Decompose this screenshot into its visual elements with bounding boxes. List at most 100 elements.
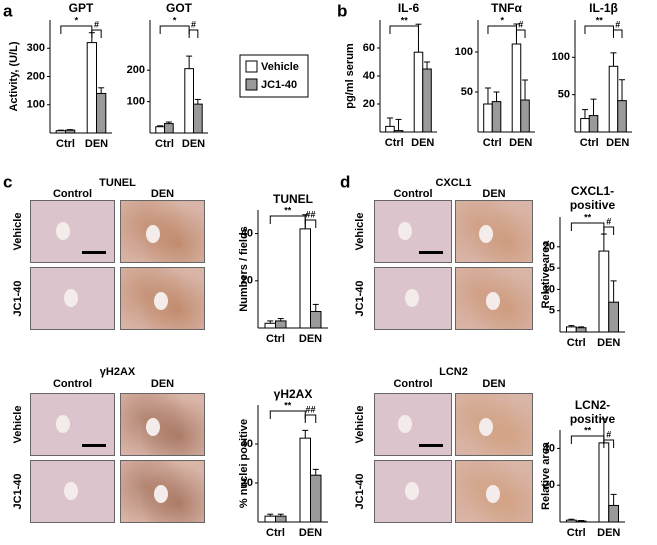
y-axis-label: pg/ml serum	[344, 43, 356, 109]
micrograph	[374, 393, 452, 456]
bar	[65, 129, 76, 134]
row-label: JC1-40	[354, 473, 366, 509]
vessel	[145, 418, 160, 437]
chart-title: GPT	[68, 1, 94, 15]
chart-title: TNFα	[491, 1, 522, 15]
y-tick-label: 20	[543, 241, 555, 253]
bar	[588, 115, 599, 133]
scale-bar	[419, 251, 443, 254]
significance-mark: **	[284, 400, 292, 410]
x-tick-label: DEN	[182, 138, 205, 150]
row-label: Vehicle	[12, 213, 24, 251]
micrograph	[120, 460, 205, 523]
x-tick-label: Ctrl	[56, 138, 75, 150]
legend-label: JC1-40	[261, 79, 297, 91]
bar	[608, 65, 619, 133]
x-tick-label: DEN	[597, 337, 620, 349]
significance-mark: **	[401, 15, 409, 25]
significance-bracket	[570, 222, 605, 231]
y-tick-label: 300	[27, 42, 45, 54]
micrograph	[455, 460, 533, 523]
bar	[155, 126, 166, 134]
panel-label: c	[3, 172, 12, 191]
y-tick-label: 40	[543, 442, 555, 454]
bar	[566, 326, 577, 333]
y-tick-label: 100	[27, 99, 45, 111]
bar	[520, 99, 530, 133]
legend-swatch	[245, 78, 258, 91]
column-label: Control	[53, 378, 92, 390]
significance-bracket	[584, 25, 614, 34]
bar	[575, 327, 587, 333]
vessel	[64, 289, 79, 308]
bar	[55, 130, 67, 134]
column-label: DEN	[482, 188, 505, 200]
x-tick-label: DEN	[411, 137, 434, 149]
x-tick-label: DEN	[299, 527, 322, 539]
image-set-title: TUNEL	[99, 177, 136, 189]
bar	[608, 301, 619, 333]
image-set-title: CXCL1	[435, 177, 471, 189]
y-tick-label: 50	[461, 86, 473, 98]
significance-mark: #	[615, 19, 620, 29]
bar	[566, 519, 577, 523]
significance-mark: #	[606, 216, 611, 226]
x-tick-label: DEN	[299, 333, 322, 345]
panel-label: d	[340, 172, 350, 191]
row-label: Vehicle	[12, 406, 24, 444]
y-axis-label: Activity, (U/L)	[8, 41, 20, 111]
significance-mark: **	[596, 15, 604, 25]
vessel	[154, 485, 169, 504]
bar	[275, 515, 287, 523]
significance-bracket	[91, 29, 102, 38]
vessel	[64, 482, 79, 501]
y-tick-label: 50	[558, 89, 570, 101]
significance-bracket	[269, 410, 306, 419]
micrograph	[30, 200, 115, 263]
y-tick-label: 20	[241, 477, 253, 489]
bar	[184, 68, 195, 134]
column-label: Control	[53, 188, 92, 200]
chart-title: TUNEL	[273, 192, 313, 206]
micrograph	[455, 200, 533, 263]
significance-mark: ##	[305, 404, 315, 414]
bar	[393, 130, 404, 133]
significance-bracket	[304, 219, 317, 228]
y-tick-label: 5	[549, 305, 555, 317]
y-tick-label: 20	[241, 275, 253, 287]
x-tick-label: Ctrl	[483, 137, 502, 149]
micrograph	[374, 460, 452, 523]
vessel	[405, 482, 420, 501]
significance-mark: #	[94, 19, 99, 29]
y-tick-label: 100	[127, 96, 145, 108]
significance-mark: **	[584, 212, 592, 222]
y-tick-label: 100	[455, 46, 473, 58]
scale-bar	[82, 251, 106, 254]
scale-bar	[82, 444, 106, 447]
micrograph	[374, 200, 452, 263]
micrograph	[455, 267, 533, 330]
chart-title: GOT	[166, 1, 192, 15]
micrograph	[120, 200, 205, 263]
bar	[491, 101, 502, 133]
x-tick-label: Ctrl	[266, 333, 285, 345]
scale-bar	[419, 444, 443, 447]
significance-bracket	[269, 215, 306, 224]
x-tick-label: DEN	[606, 137, 629, 149]
x-tick-label: DEN	[85, 138, 108, 150]
vessel	[478, 225, 493, 244]
significance-bracket	[188, 29, 199, 38]
vessel	[486, 292, 501, 311]
x-tick-label: DEN	[597, 527, 620, 539]
significance-mark: #	[191, 19, 196, 29]
significance-bracket	[515, 29, 526, 38]
row-label: JC1-40	[12, 473, 24, 509]
column-label: Control	[393, 378, 432, 390]
bar	[264, 322, 276, 329]
bar	[310, 474, 322, 523]
significance-bracket	[389, 25, 419, 34]
micrograph	[455, 393, 533, 456]
bar	[299, 228, 311, 329]
